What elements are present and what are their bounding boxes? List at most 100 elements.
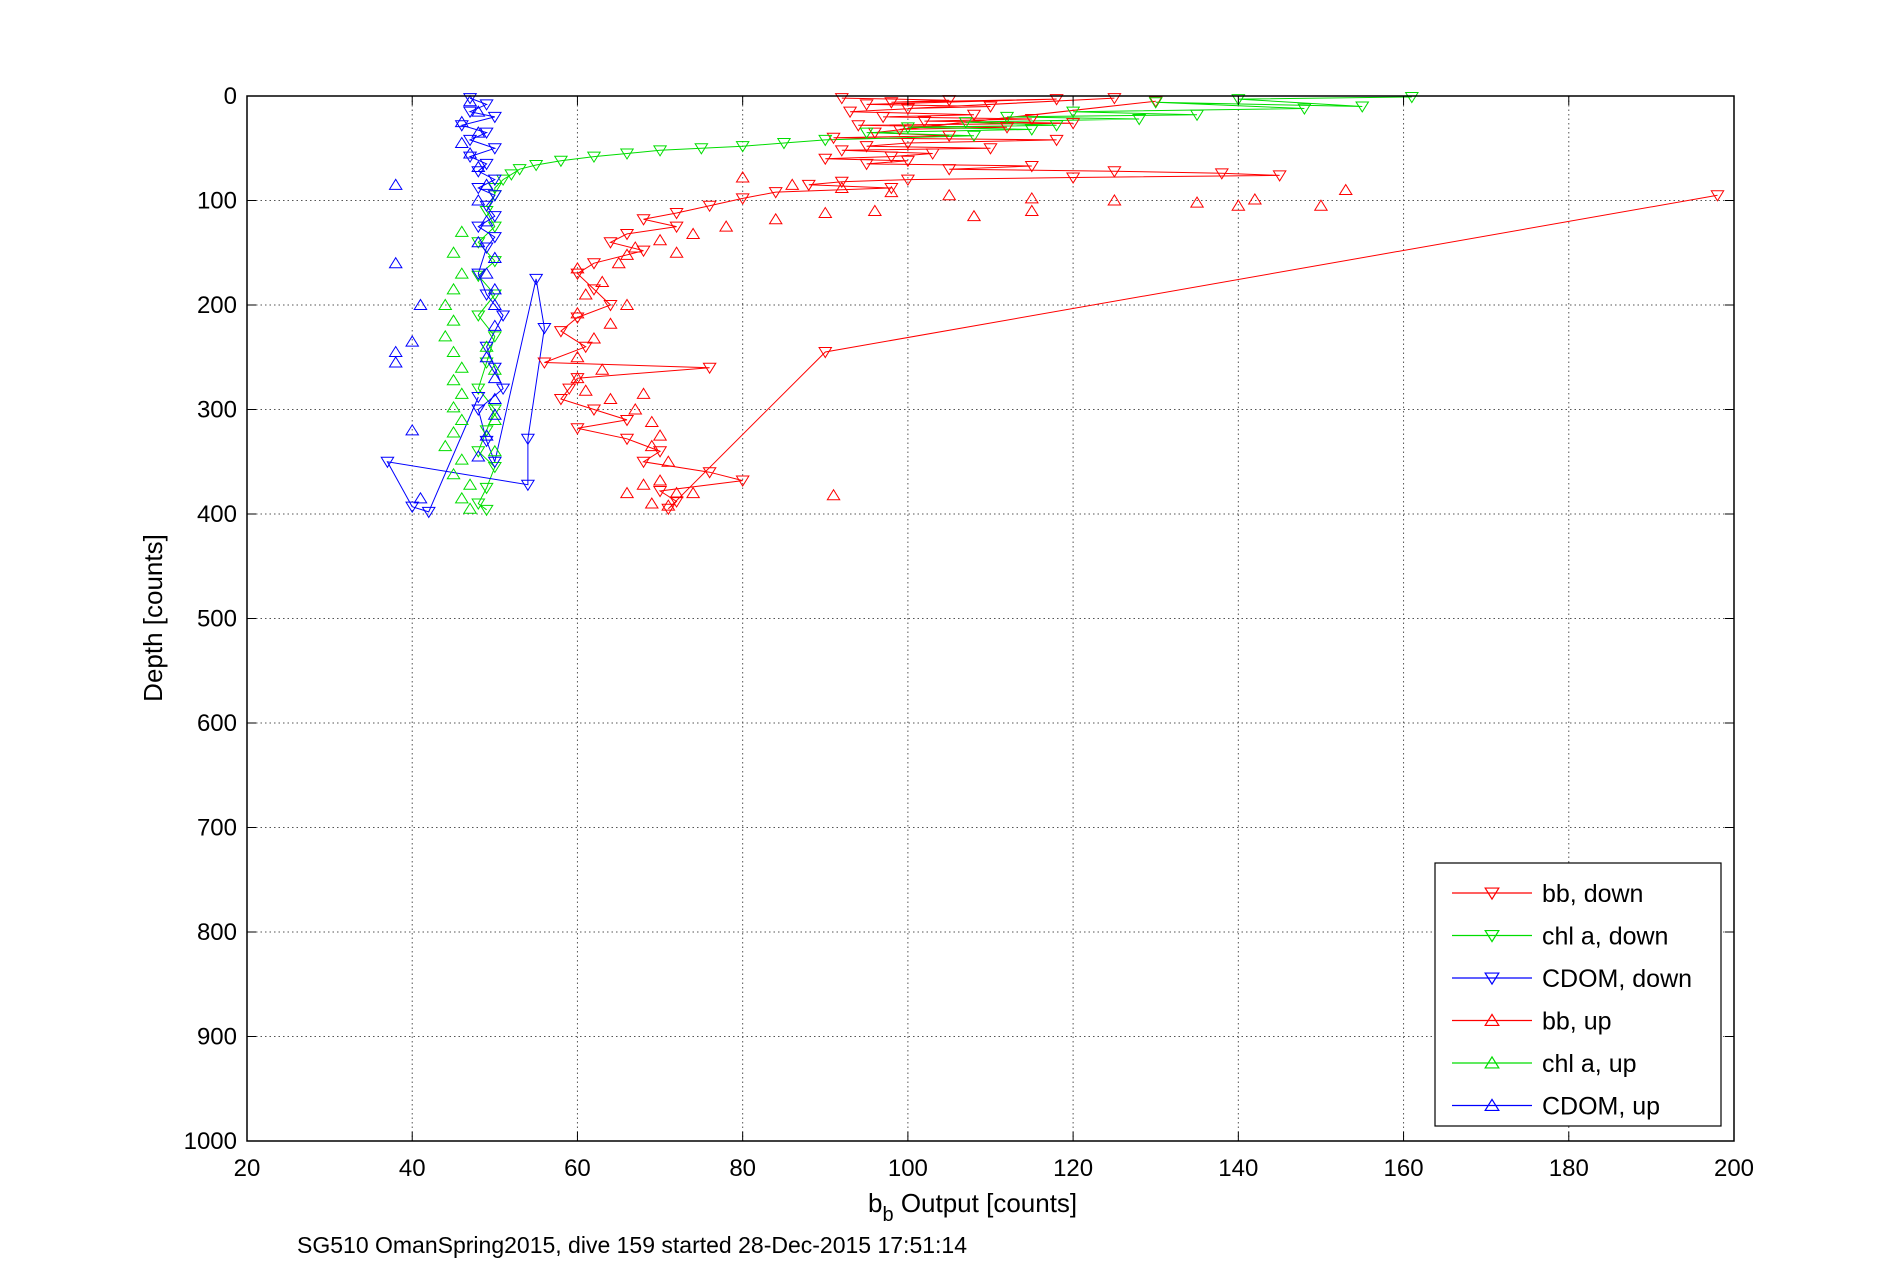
- data-point-cdom-up: [471, 126, 486, 138]
- data-point-bb-down: [652, 446, 668, 458]
- data-point-cdom-down: [479, 341, 494, 354]
- y-tick-label: 0: [224, 83, 237, 110]
- data-point-cdom-down: [487, 211, 502, 223]
- data-point-bb-down: [669, 221, 684, 234]
- data-point-cdom-up: [462, 94, 478, 107]
- data-point-bb-down: [619, 228, 635, 241]
- data-point-chl-a-down: [694, 143, 709, 155]
- data-point-cdom-up: [487, 371, 502, 384]
- data-point-bb-up: [1189, 196, 1205, 208]
- data-point-bb-up: [1338, 183, 1353, 196]
- data-point-cdom-up: [487, 392, 502, 405]
- data-point-cdom-up: [487, 251, 502, 263]
- data-point-bb-down: [702, 200, 717, 213]
- data-point-chl-a-down: [553, 155, 569, 168]
- data-point-cdom-up: [471, 105, 486, 117]
- data-point-cdom-down: [380, 456, 395, 469]
- data-point-cdom-down: [479, 158, 494, 171]
- x-axis-label-rest: Output [counts]: [894, 1188, 1078, 1218]
- data-point-cdom-up: [413, 491, 428, 504]
- data-point-bb-up: [570, 261, 585, 274]
- data-point-chl-a-down: [479, 504, 494, 517]
- series-line-cdom-down: [386, 97, 545, 513]
- data-point-bb-up: [1313, 199, 1329, 211]
- data-point-bb-up: [570, 371, 585, 384]
- y-tick-label: 500: [197, 606, 237, 633]
- data-point-cdom-up: [454, 136, 469, 149]
- y-tick-label: 900: [197, 1024, 237, 1051]
- data-point-bb-down: [1214, 168, 1229, 180]
- legend-swatch-marker: [1484, 1013, 1500, 1027]
- data-point-chl-a-up: [454, 413, 469, 425]
- data-point-chl-a-down: [471, 498, 486, 510]
- data-point-bb-down: [586, 284, 602, 296]
- data-point-cdom-down: [487, 111, 502, 124]
- data-point-chl-a-down: [487, 461, 502, 474]
- data-point-chl-a-down: [776, 138, 792, 150]
- data-point-bb-up: [595, 363, 610, 375]
- data-point-cdom-up: [479, 214, 494, 227]
- data-point-cdom-down: [520, 479, 535, 492]
- legend-swatch-marker: [1484, 887, 1500, 901]
- data-point-chl-a-down: [586, 151, 602, 164]
- data-point-chl-a-down: [652, 145, 668, 157]
- y-tick-label: 100: [197, 188, 237, 215]
- data-point-bb-up: [644, 415, 659, 428]
- data-point-chl-a-down: [966, 130, 982, 143]
- data-point-chl-a-down: [1024, 124, 1039, 136]
- y-tick-label: 1000: [184, 1128, 237, 1155]
- data-point-bb-down: [1272, 170, 1287, 182]
- data-point-bb-down: [1024, 113, 1039, 126]
- data-point-bb-down: [900, 174, 915, 187]
- data-point-cdom-down: [487, 232, 502, 244]
- data-point-bb-down: [702, 467, 717, 479]
- data-point-cdom-down: [462, 106, 478, 119]
- data-point-cdom-down: [487, 190, 502, 202]
- legend-label: bb, down: [1542, 880, 1643, 908]
- data-point-bb-up: [636, 387, 651, 399]
- data-point-cdom-down: [462, 134, 478, 147]
- data-point-bb-up: [619, 298, 635, 310]
- data-point-bb-up: [619, 486, 635, 499]
- x-tick-labels: 20 40 60 80 100 120 140 160 180 200: [234, 1155, 1754, 1182]
- legend-swatch-marker: [1484, 1098, 1500, 1112]
- data-point-cdom-up: [388, 256, 403, 269]
- data-point-chl-a-up: [446, 345, 461, 358]
- data-point-cdom-up: [413, 298, 428, 310]
- data-point-bb-up: [661, 455, 676, 467]
- legend-box: [1434, 862, 1722, 1127]
- data-point-bb-down: [900, 138, 915, 150]
- data-point-bb-down: [884, 182, 899, 195]
- data-point-bb-down: [619, 414, 635, 427]
- data-point-bb-down: [983, 101, 998, 113]
- y-tick-label: 600: [197, 710, 237, 737]
- figure-caption: SG510 OmanSpring2015, dive 159 started 2…: [297, 1232, 967, 1258]
- x-axis-label-subscript: b: [882, 1204, 893, 1226]
- legend-label: CDOM, down: [1542, 965, 1692, 993]
- data-point-bb-down: [925, 148, 940, 160]
- data-point-chl-a-down: [1049, 120, 1064, 132]
- data-point-cdom-down: [462, 151, 478, 164]
- data-point-bb-down: [966, 109, 982, 122]
- data-point-bb-up: [686, 227, 701, 239]
- data-point-bb-up: [661, 499, 676, 511]
- data-point-bb-up: [578, 384, 593, 396]
- data-point-bb-up: [636, 478, 651, 490]
- data-point-bb-down: [818, 153, 833, 166]
- data-point-cdom-down: [537, 322, 552, 335]
- data-point-bb-up: [966, 209, 982, 222]
- y-tick-label: 400: [197, 501, 237, 528]
- data-point-bb-down: [818, 347, 833, 359]
- data-point-bb-up: [603, 317, 618, 329]
- legend-label: CDOM, up: [1542, 1093, 1660, 1121]
- data-point-chl-a-up: [438, 329, 453, 342]
- data-point-chl-a-up: [446, 282, 461, 295]
- data-point-bb-down: [859, 158, 874, 171]
- data-point-bb-up: [611, 256, 626, 269]
- data-point-cdom-down: [487, 362, 502, 375]
- data-point-bb-down: [603, 237, 618, 249]
- data-point-bb-up: [884, 185, 899, 198]
- data-point-bb-down: [578, 341, 593, 354]
- data-point-bb-down: [900, 155, 915, 168]
- data-point-cdom-up: [479, 267, 494, 279]
